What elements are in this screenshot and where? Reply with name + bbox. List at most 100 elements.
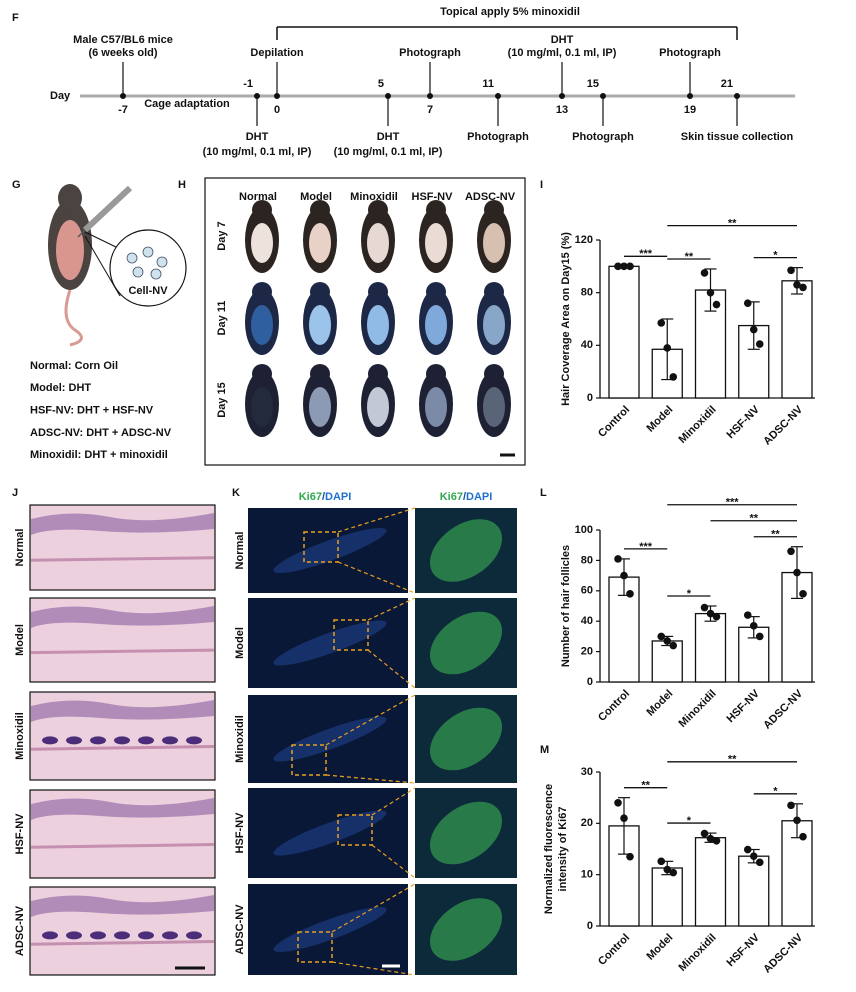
hair-regrowth-area bbox=[483, 305, 505, 345]
day-label: 0 bbox=[274, 104, 280, 116]
zoom-line bbox=[331, 961, 416, 976]
dermis-layer bbox=[30, 940, 215, 946]
row-label: ADSC-NV bbox=[14, 905, 26, 956]
data-point bbox=[614, 555, 622, 563]
data-point bbox=[743, 299, 752, 308]
zoom-line bbox=[367, 597, 416, 621]
data-point bbox=[743, 845, 752, 854]
bar bbox=[651, 867, 683, 927]
significance-label: ** bbox=[771, 529, 780, 541]
cage-label: Cage adaptation bbox=[144, 98, 230, 110]
bar bbox=[651, 640, 683, 683]
y-tick-label: 0 bbox=[587, 392, 593, 404]
data-point bbox=[799, 832, 807, 841]
stain-header-part: DAPI bbox=[466, 491, 492, 503]
y-axis-label: Hair Coverage Area on Day15 (%) bbox=[560, 232, 572, 406]
hair-regrowth-area bbox=[251, 223, 273, 263]
panel-letter: H bbox=[178, 179, 186, 191]
data-point bbox=[657, 632, 666, 641]
column-header: ADSC-NV bbox=[465, 191, 516, 203]
zoom-box bbox=[303, 531, 339, 563]
data-point bbox=[669, 373, 678, 381]
x-tick-label: HSF-NV bbox=[724, 687, 762, 725]
mouse-photo-head bbox=[310, 200, 330, 220]
data-point bbox=[787, 547, 795, 556]
stain-header: Ki67/DAPI bbox=[299, 491, 352, 503]
data-point bbox=[755, 858, 764, 867]
day-label: 19 bbox=[684, 104, 696, 116]
row-label: HSF-NV bbox=[234, 812, 246, 854]
hair-follicle bbox=[114, 736, 130, 745]
mouse-head bbox=[58, 184, 82, 212]
depilated-skin bbox=[56, 220, 84, 280]
bar bbox=[738, 855, 770, 927]
stain-header-part: DAPI bbox=[325, 491, 351, 503]
data-point bbox=[626, 590, 634, 598]
x-tick-label: Model bbox=[644, 688, 675, 719]
data-point bbox=[787, 266, 795, 275]
column-header: HSF-NV bbox=[412, 191, 454, 203]
syringe bbox=[82, 185, 133, 233]
hair-follicle bbox=[138, 931, 154, 940]
significance-label: ** bbox=[685, 251, 694, 263]
data-point bbox=[663, 637, 672, 645]
y-tick-label: 0 bbox=[587, 920, 593, 932]
data-point bbox=[614, 262, 622, 271]
zoom-line bbox=[371, 787, 416, 816]
day-label: -7 bbox=[118, 104, 128, 116]
legend-entry: Model: DHT bbox=[30, 382, 91, 394]
x-tick-label: ADSC-NV bbox=[761, 403, 805, 447]
legend-entry: ADSC-NV: DHT + ADSC-NV bbox=[30, 427, 172, 439]
tissue-signal bbox=[273, 716, 387, 762]
hair-regrowth-area bbox=[425, 223, 447, 263]
data-point bbox=[749, 325, 758, 334]
x-tick-label: Minoxidil bbox=[676, 688, 718, 730]
dermis-layer bbox=[30, 843, 215, 849]
data-point bbox=[620, 571, 628, 580]
dermis-layer bbox=[30, 648, 215, 655]
event-text: (10 mg/ml, 0.1 ml, IP) bbox=[203, 146, 312, 158]
data-point bbox=[620, 262, 628, 271]
day-label: -1 bbox=[243, 78, 253, 90]
column-header: Normal bbox=[239, 191, 277, 203]
row-label: Day 7 bbox=[216, 221, 228, 250]
hair-follicle bbox=[138, 736, 154, 745]
x-tick-label: Model bbox=[644, 932, 675, 963]
y-tick-label: 100 bbox=[575, 524, 593, 536]
stain-header-part: Ki67 bbox=[440, 491, 463, 503]
epidermis bbox=[31, 798, 214, 820]
vesicle bbox=[126, 252, 138, 264]
data-point bbox=[700, 269, 709, 277]
data-point bbox=[669, 868, 678, 877]
data-point bbox=[712, 612, 721, 621]
data-point bbox=[749, 852, 758, 860]
x-tick-label: ADSC-NV bbox=[761, 687, 805, 731]
x-tick-label: HSF-NV bbox=[724, 403, 762, 441]
data-point bbox=[663, 344, 672, 352]
hair-regrowth-area bbox=[367, 223, 389, 263]
significance-label: ** bbox=[728, 754, 737, 766]
row-label: Model bbox=[234, 627, 246, 659]
needle bbox=[77, 229, 86, 238]
data-point bbox=[657, 319, 666, 327]
hair-follicle bbox=[90, 931, 106, 940]
mouse-photo-head bbox=[310, 364, 330, 384]
column-header: Minoxidil bbox=[350, 191, 398, 203]
data-point bbox=[793, 816, 801, 825]
zoom-line bbox=[325, 694, 416, 746]
panel-letter: M bbox=[540, 744, 549, 756]
event-text: Depilation bbox=[250, 47, 303, 59]
bracket-label: Topical apply 5% minoxidil bbox=[440, 6, 580, 18]
y-axis-label: intensity of Ki67 bbox=[557, 807, 569, 892]
mouse-photo-head bbox=[484, 364, 504, 384]
significance-label: *** bbox=[726, 497, 740, 509]
y-tick-label: 40 bbox=[581, 339, 593, 351]
hair-follicle bbox=[162, 736, 178, 745]
row-label: Normal bbox=[14, 529, 26, 567]
data-point bbox=[626, 852, 634, 861]
event-text: Photograph bbox=[572, 131, 634, 143]
panel-letter: F bbox=[12, 12, 19, 24]
timeline-axis-label: Day bbox=[50, 90, 71, 102]
day-label: 5 bbox=[378, 78, 384, 90]
